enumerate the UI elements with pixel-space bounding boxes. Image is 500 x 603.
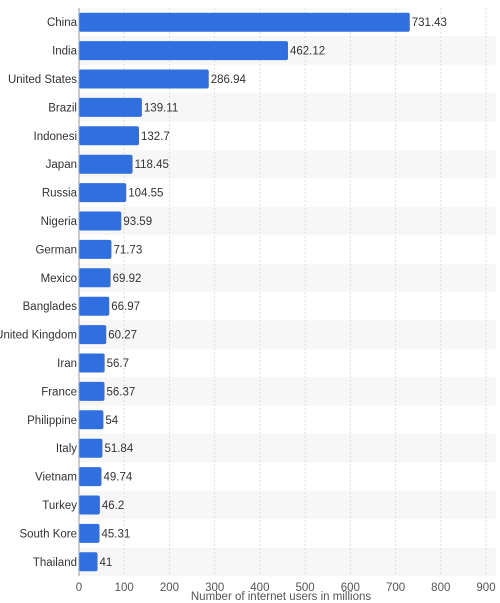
bar[interactable]	[79, 268, 111, 288]
value-label: 56.7	[107, 358, 129, 370]
category-label: Iran	[57, 358, 77, 370]
x-tick-labels: 0 100 200 300 400 500 600 700 800 900	[76, 582, 496, 594]
bar[interactable]	[79, 12, 410, 32]
x-tick-label: 400	[250, 582, 269, 594]
value-label: 46.2	[102, 500, 124, 512]
row-bands	[79, 36, 496, 576]
bar[interactable]	[79, 126, 140, 146]
value-label: 51.84	[104, 443, 133, 455]
category-label: Mexico	[41, 273, 77, 285]
category-label: Thailand	[33, 557, 77, 569]
category-label: India	[52, 46, 78, 58]
row-band	[79, 490, 496, 520]
row-band	[79, 434, 496, 463]
value-label: 104.55	[128, 188, 163, 200]
row-band	[79, 377, 496, 406]
bar[interactable]	[79, 467, 102, 487]
value-label: 139.11	[144, 102, 178, 114]
bar[interactable]	[79, 239, 112, 259]
bar[interactable]	[79, 410, 104, 430]
x-axis-title: Number of internet users in millions	[191, 591, 371, 603]
row-band	[79, 93, 496, 122]
bars	[79, 12, 410, 572]
category-label: Philippine	[27, 415, 77, 427]
category-label: Japan	[46, 159, 77, 171]
bar[interactable]	[79, 523, 100, 543]
bar[interactable]	[79, 381, 105, 401]
category-label: Nigeria	[41, 216, 78, 228]
value-label: 71.73	[113, 244, 142, 256]
category-label: Banglades	[23, 301, 78, 313]
value-label: 69.92	[113, 273, 142, 285]
category-label: China	[47, 17, 78, 29]
value-label: 45.31	[101, 528, 130, 540]
value-label: 462.12	[290, 46, 325, 58]
category-label: Turkey	[42, 500, 77, 512]
bar[interactable]	[79, 41, 288, 61]
x-tick-label: 300	[205, 582, 224, 594]
bar[interactable]	[79, 325, 107, 345]
value-label: 54	[105, 415, 118, 427]
bar[interactable]	[79, 97, 142, 117]
value-label: 56.37	[106, 386, 135, 398]
value-label: 66.97	[111, 301, 140, 313]
value-label: 286.94	[211, 74, 247, 86]
x-tick-label: 500	[296, 582, 315, 594]
row-band	[79, 263, 496, 292]
value-label: 132.7	[141, 131, 170, 143]
bar[interactable]	[79, 353, 105, 373]
value-label: 60.27	[108, 330, 137, 342]
value-label: 731.43	[412, 17, 447, 29]
bar[interactable]	[79, 154, 133, 174]
category-label: Indonesi	[34, 131, 77, 143]
value-labels: 731.43 462.12 286.94 139.11 132.7 118.45 104.5…	[100, 17, 447, 569]
gridlines	[123, 8, 487, 576]
bar[interactable]	[79, 438, 103, 458]
bar[interactable]	[79, 69, 209, 89]
category-label: German	[35, 244, 77, 256]
bar[interactable]	[79, 296, 110, 316]
bar[interactable]	[79, 211, 122, 231]
category-label: United Kingdom	[0, 330, 77, 342]
category-label: Italy	[56, 443, 77, 455]
row-band	[79, 547, 496, 576]
bar[interactable]	[79, 495, 100, 515]
category-label: Vietnam	[35, 472, 77, 484]
x-tick-label: 800	[431, 582, 450, 594]
value-label: 41	[100, 557, 113, 569]
category-label: South Kore	[19, 528, 77, 540]
row-band	[79, 320, 496, 349]
value-label: 49.74	[103, 472, 132, 484]
category-label: United States	[8, 74, 77, 86]
category-label: Brazil	[48, 102, 77, 114]
x-tick-label: 200	[160, 582, 179, 594]
value-label: 93.59	[123, 216, 152, 228]
bar[interactable]	[79, 183, 127, 203]
x-tick-label: 0	[76, 582, 82, 594]
bar[interactable]	[79, 552, 98, 572]
x-tick-label: 900	[476, 582, 495, 594]
x-tick-label: 700	[386, 582, 405, 594]
x-tick-label: 600	[341, 582, 360, 594]
x-tick-label: 100	[115, 582, 134, 594]
value-label: 118.45	[135, 159, 169, 171]
category-label: Russia	[42, 188, 78, 200]
row-band	[79, 150, 496, 179]
row-band	[79, 206, 496, 236]
category-labels: China India United States Brazil Indonesi Jap…	[0, 17, 78, 569]
category-label: France	[41, 386, 77, 398]
